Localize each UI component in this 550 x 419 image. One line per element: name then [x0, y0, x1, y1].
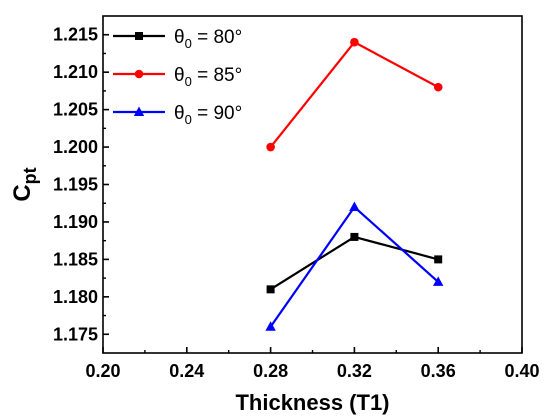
data-point: [433, 82, 443, 92]
y-tick-label: 1.175: [53, 324, 98, 344]
x-tick-label: 0.32: [337, 361, 372, 381]
y-tick-label: 1.185: [53, 249, 98, 269]
data-point: [349, 201, 360, 211]
y-tick-label: 1.180: [53, 287, 98, 307]
legend: θ0 = 80° θ0 = 85° θ0 = 90°: [113, 27, 242, 127]
x-tick-label: 0.40: [504, 361, 539, 381]
x-axis-title: Thickness (T1): [235, 390, 389, 415]
legend-label: θ0 = 80°: [174, 27, 242, 51]
plot-frame: [102, 15, 523, 354]
series-circle: [266, 37, 443, 152]
x-tick-label: 0.28: [253, 361, 288, 381]
series-square: [266, 232, 443, 294]
axes: 0.20 0.24 0.28 0.32 0.36 0.40 1.175 1.180 1.185 1…: [53, 15, 540, 381]
data-point: [433, 276, 444, 286]
y-tick-label: 1.205: [53, 100, 98, 120]
data-point: [350, 37, 359, 47]
y-tick-label: 1.190: [53, 212, 98, 232]
data-point: [266, 142, 275, 152]
x-tick-label: 0.20: [85, 361, 120, 381]
y-tick-label: 1.215: [53, 25, 98, 45]
x-tick-label: 0.36: [421, 361, 456, 381]
series-triangle: [265, 201, 444, 331]
y-tick-label: 1.195: [53, 175, 98, 195]
legend-label: θ0 = 85°: [174, 65, 242, 89]
data-point: [135, 32, 143, 40]
data-point: [266, 285, 275, 294]
y-axis-title: Cpt: [9, 167, 40, 201]
y-tick-label: 1.200: [53, 137, 98, 157]
series-layer: [265, 37, 444, 331]
x-tick-label: 0.24: [169, 361, 204, 381]
data-point: [434, 255, 443, 264]
legend-item: θ0 = 85°: [113, 65, 242, 89]
data-point: [265, 321, 276, 331]
data-point: [133, 106, 145, 116]
series-line: [269, 40, 439, 148]
legend-label: θ0 = 90°: [174, 103, 242, 127]
data-point: [134, 69, 144, 79]
data-point: [350, 232, 359, 241]
legend-item: θ0 = 80°: [113, 27, 242, 51]
series-line: [269, 205, 439, 328]
series-line: [270, 235, 439, 291]
y-tick-label: 1.210: [53, 62, 98, 82]
legend-item: θ0 = 90°: [113, 103, 242, 127]
